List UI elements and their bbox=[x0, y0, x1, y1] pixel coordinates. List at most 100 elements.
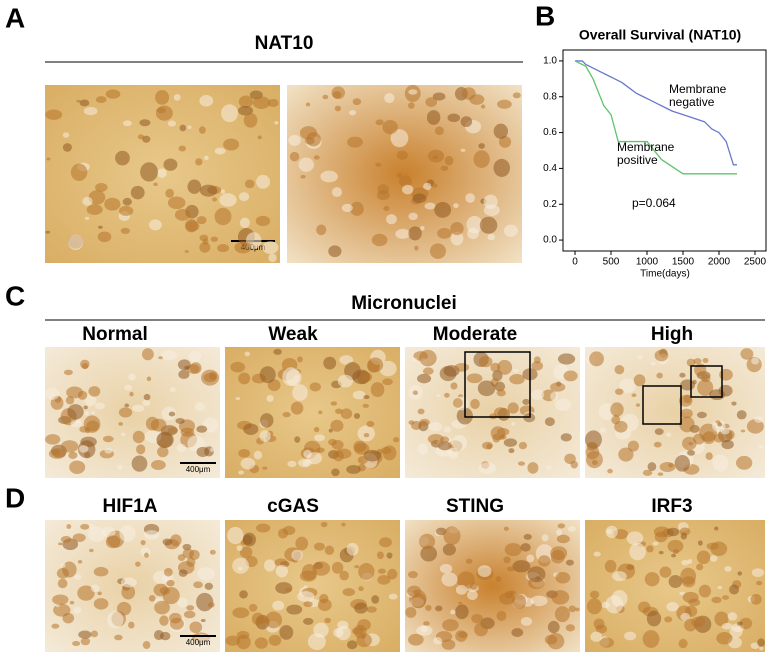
cell bbox=[657, 472, 664, 476]
cell bbox=[210, 236, 219, 242]
cell bbox=[450, 221, 464, 236]
cell bbox=[89, 548, 94, 553]
cell bbox=[262, 466, 268, 470]
cell bbox=[331, 86, 345, 100]
cell bbox=[670, 553, 677, 558]
cell bbox=[492, 433, 501, 443]
cell bbox=[607, 468, 613, 474]
cell bbox=[238, 470, 244, 475]
cell bbox=[455, 604, 469, 620]
cell bbox=[176, 443, 187, 453]
cell bbox=[437, 227, 452, 239]
cell bbox=[419, 418, 430, 426]
cell bbox=[350, 201, 364, 216]
cell bbox=[681, 576, 696, 588]
cell bbox=[717, 422, 723, 427]
cell bbox=[585, 430, 602, 449]
cell bbox=[697, 540, 703, 546]
cell bbox=[416, 625, 433, 636]
cell bbox=[531, 361, 544, 371]
cell bbox=[618, 447, 634, 462]
cell bbox=[497, 99, 512, 109]
cell bbox=[300, 174, 306, 179]
cell bbox=[411, 593, 427, 609]
cell bbox=[557, 523, 566, 529]
cell bbox=[342, 588, 356, 597]
cell bbox=[291, 549, 303, 561]
cell bbox=[654, 428, 664, 435]
cell bbox=[439, 366, 457, 382]
cell bbox=[163, 567, 173, 577]
cell bbox=[729, 584, 740, 595]
cell bbox=[724, 565, 732, 572]
cell bbox=[356, 633, 372, 648]
cell bbox=[80, 637, 91, 646]
cell bbox=[297, 591, 315, 602]
cell bbox=[614, 365, 625, 375]
cell bbox=[236, 630, 250, 640]
cell bbox=[442, 543, 456, 556]
cell bbox=[63, 369, 73, 376]
image-label: Weak bbox=[268, 324, 318, 345]
scale-label: 400μm bbox=[186, 638, 211, 647]
cell bbox=[184, 250, 189, 253]
cell bbox=[523, 533, 532, 540]
cell bbox=[590, 631, 603, 642]
cell bbox=[143, 393, 151, 401]
cell bbox=[443, 426, 451, 433]
cell bbox=[115, 150, 130, 166]
cell bbox=[684, 618, 697, 632]
cell bbox=[132, 404, 145, 412]
cell bbox=[346, 464, 361, 474]
cell bbox=[93, 566, 109, 577]
cell bbox=[751, 568, 765, 578]
cell bbox=[51, 623, 60, 629]
cell bbox=[169, 386, 176, 393]
cell bbox=[139, 119, 151, 127]
cell bbox=[378, 568, 386, 574]
cell bbox=[154, 600, 170, 615]
cell bbox=[268, 634, 282, 646]
cell bbox=[313, 542, 326, 551]
cell bbox=[665, 432, 672, 437]
x-tick-label: 2500 bbox=[744, 257, 767, 268]
cell bbox=[52, 594, 69, 605]
cell bbox=[84, 216, 90, 220]
cell bbox=[419, 349, 437, 367]
cell bbox=[328, 245, 342, 258]
cell bbox=[659, 566, 672, 578]
cell bbox=[441, 639, 456, 650]
cell bbox=[102, 435, 114, 443]
cell bbox=[339, 570, 349, 581]
cell bbox=[658, 550, 664, 555]
cell bbox=[478, 143, 485, 149]
cell bbox=[309, 382, 321, 392]
cell bbox=[507, 402, 519, 414]
cell bbox=[122, 197, 132, 206]
cell bbox=[173, 94, 181, 101]
cell bbox=[674, 455, 691, 472]
cell bbox=[114, 634, 123, 641]
cell bbox=[221, 104, 238, 123]
cell bbox=[493, 158, 511, 177]
cell bbox=[682, 436, 697, 451]
cell bbox=[720, 427, 730, 435]
cell bbox=[714, 526, 719, 531]
cell bbox=[62, 132, 70, 138]
cell bbox=[717, 585, 723, 590]
cell bbox=[155, 105, 173, 121]
cell bbox=[550, 392, 559, 401]
cell bbox=[527, 566, 546, 583]
cell bbox=[275, 564, 288, 578]
cell bbox=[460, 148, 466, 152]
cell bbox=[731, 401, 737, 406]
cell bbox=[142, 399, 151, 407]
cell bbox=[504, 590, 514, 599]
cell bbox=[388, 593, 398, 600]
cell bbox=[265, 611, 283, 629]
texture bbox=[408, 349, 579, 475]
cell bbox=[255, 215, 271, 227]
cell bbox=[256, 174, 271, 189]
panel-title: Micronuclei bbox=[351, 293, 457, 314]
